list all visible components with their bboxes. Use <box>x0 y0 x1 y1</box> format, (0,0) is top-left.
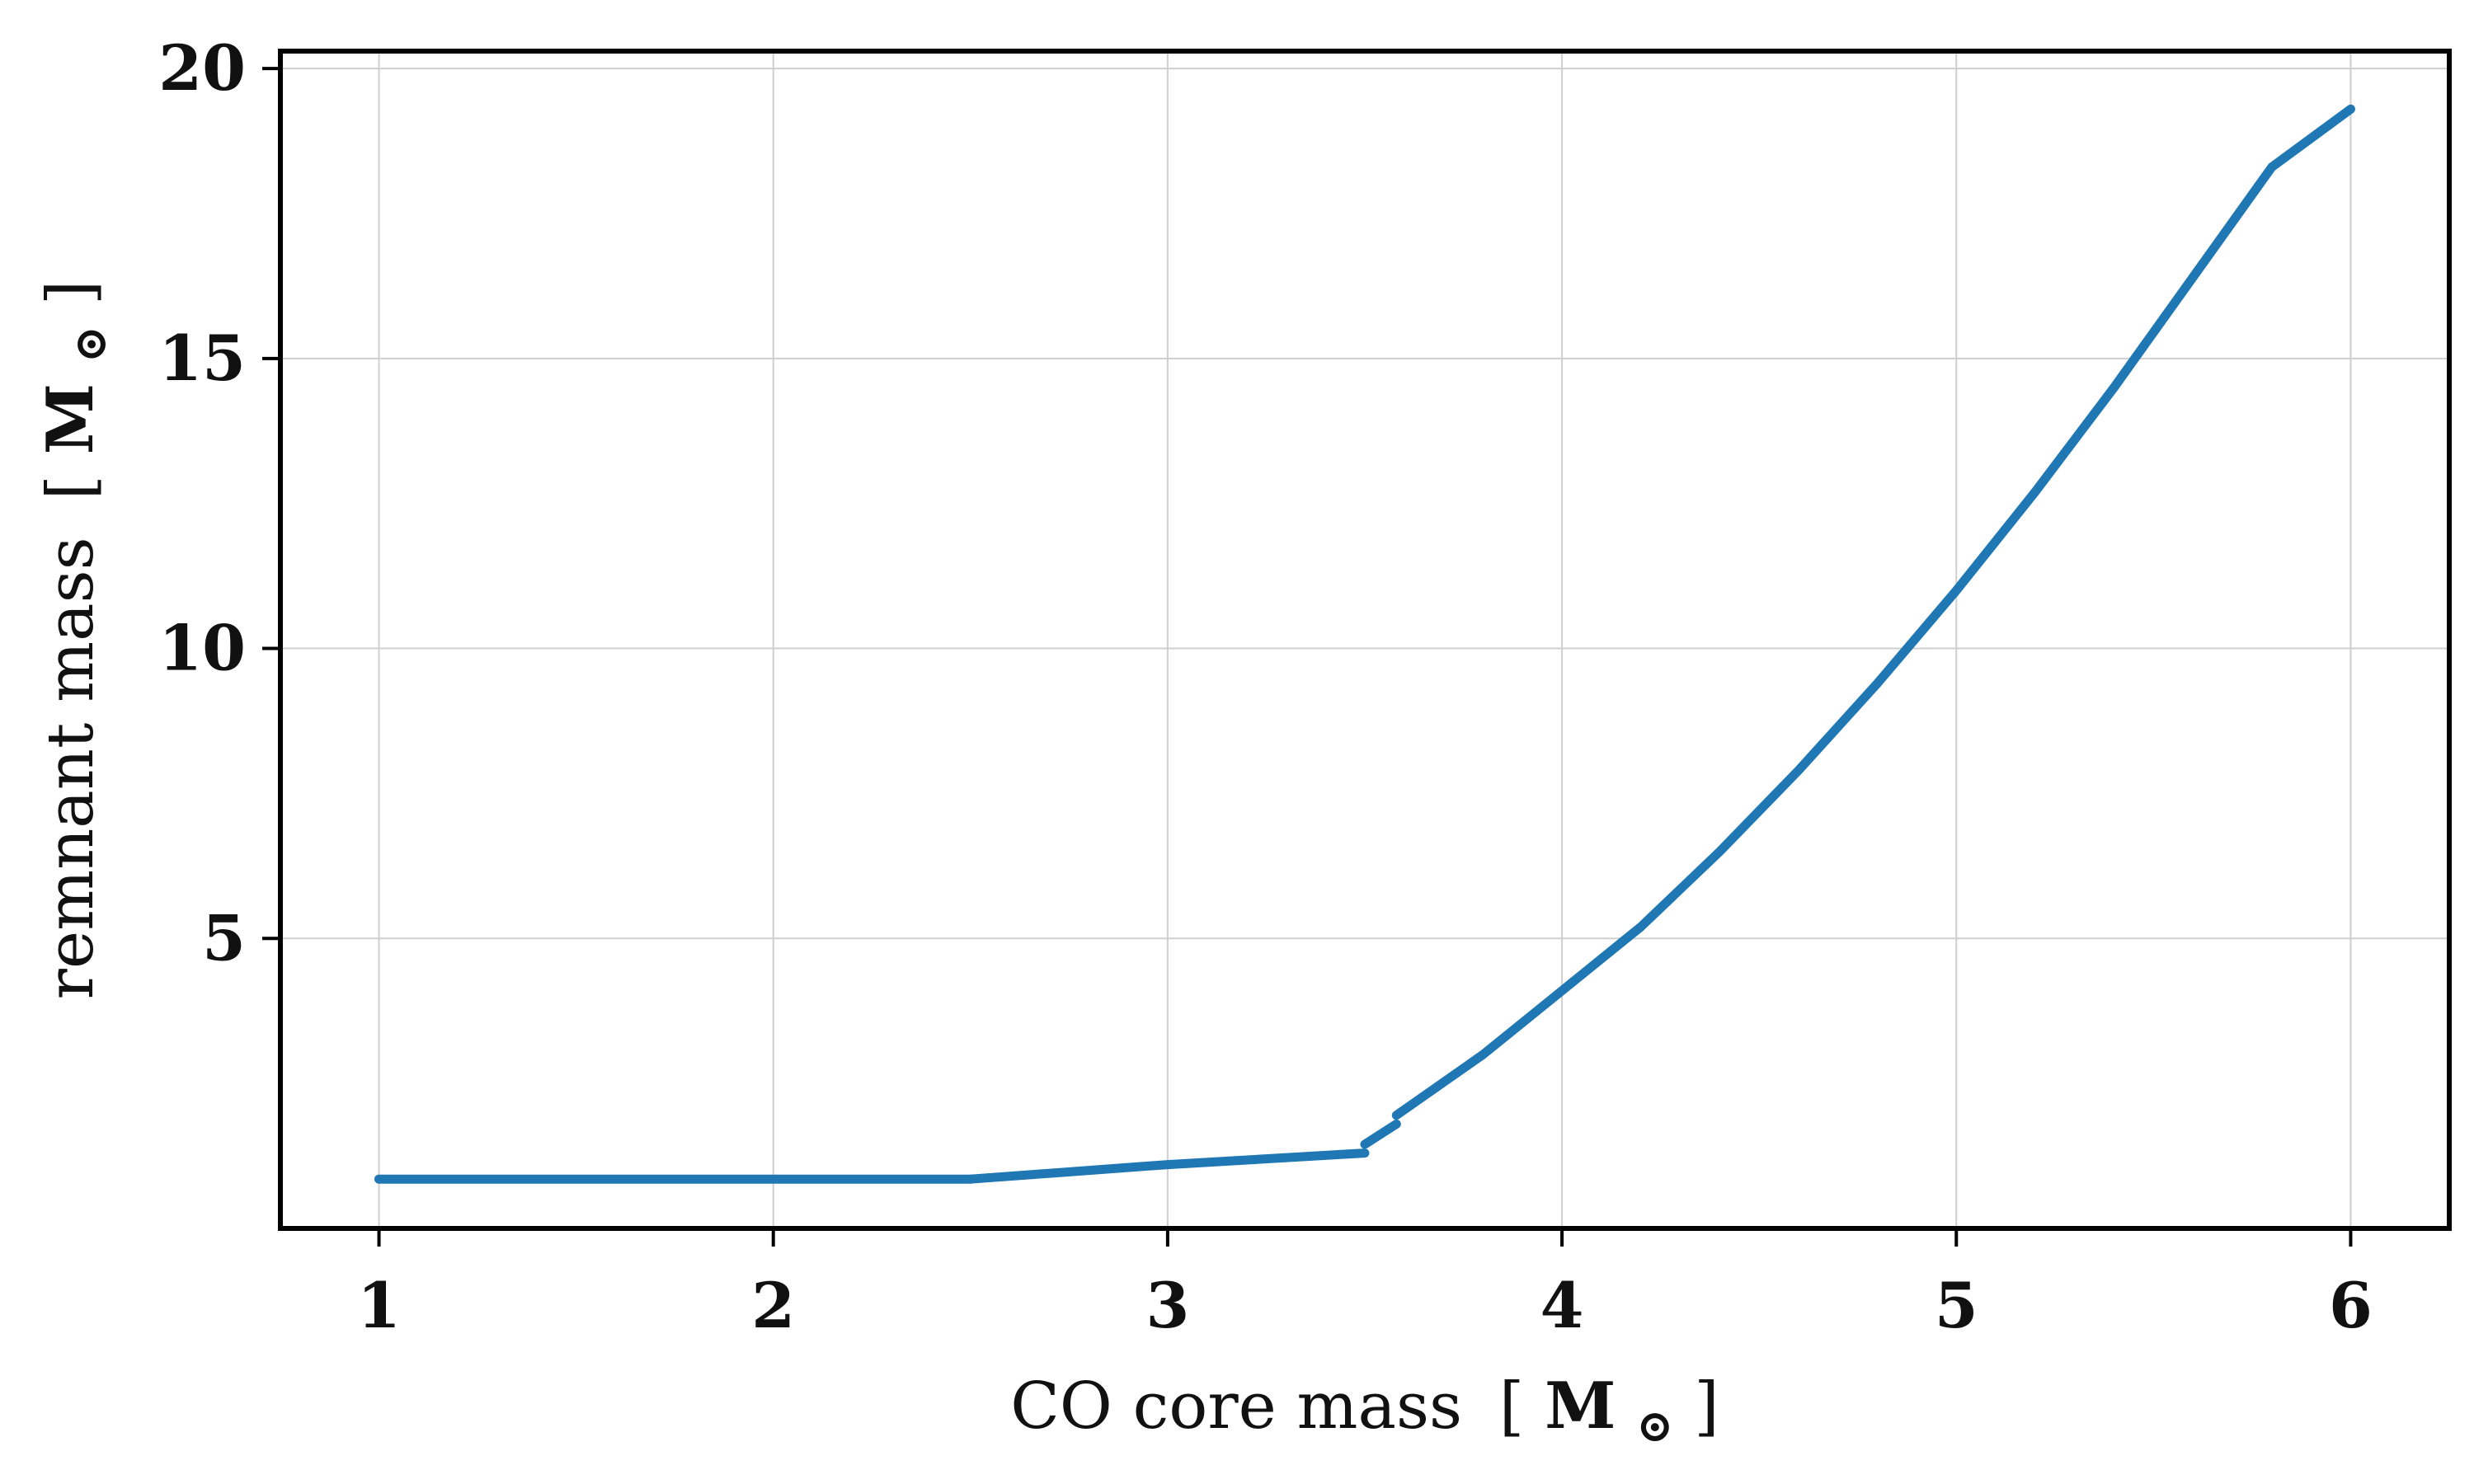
y-axis-label-text: remnant mass <box>34 537 108 999</box>
series-group <box>374 104 2355 1184</box>
series-line-segment <box>966 1148 1370 1184</box>
x-tick-label: 5 <box>1935 1269 1978 1342</box>
series-line-segment <box>1360 1119 1401 1149</box>
x-axis-unit-close: ] <box>1694 1369 1719 1444</box>
y-axis-unit-open: [ <box>34 475 108 500</box>
y-tick-label: 20 <box>158 31 246 105</box>
x-tick-label: 2 <box>751 1269 795 1342</box>
x-tick-label: 1 <box>357 1269 401 1342</box>
x-axis-label-text: CO core mass <box>1010 1369 1462 1444</box>
y-tick-label: 5 <box>202 901 246 974</box>
grid <box>280 51 2449 1228</box>
y-axis-label: remnant mass [ M ⊙ ] <box>33 280 121 1000</box>
x-axis-unit-symbol: M <box>1545 1369 1616 1444</box>
y-axis-unit-symbol: M <box>33 383 108 454</box>
y-axis-unit-close: ] <box>34 280 108 305</box>
x-tick-label: 4 <box>1540 1269 1584 1342</box>
series-line-segment <box>1391 104 2355 1120</box>
x-axis-unit-subscript: ⊙ <box>1636 1399 1673 1452</box>
x-axis-unit-open: [ <box>1499 1369 1524 1444</box>
y-axis-unit-subscript: ⊙ <box>63 326 116 363</box>
x-axis-label: CO core mass [ M ⊙ ] <box>1010 1369 1719 1457</box>
x-tick-label: 3 <box>1145 1269 1189 1342</box>
plot-frame <box>278 49 2452 1231</box>
y-tick-label: 10 <box>158 612 246 685</box>
x-tick-label: 6 <box>2329 1269 2373 1342</box>
y-tick-label: 15 <box>158 322 246 395</box>
ticks: 1 2 3 4 5 6 5 10 15 20 <box>158 31 2373 1342</box>
